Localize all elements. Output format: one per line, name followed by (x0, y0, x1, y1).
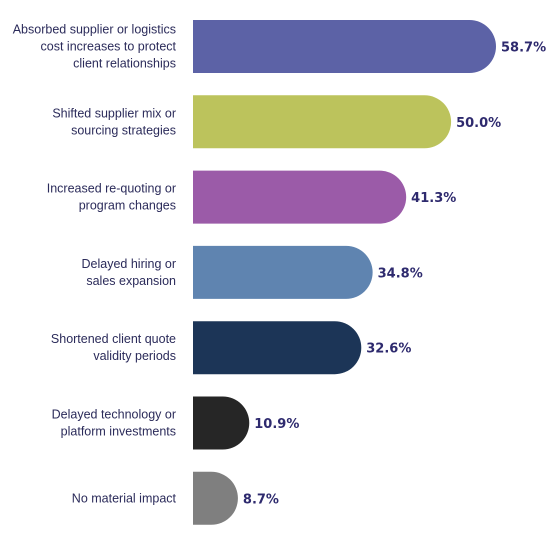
category-label-line: validity periods (93, 349, 176, 363)
category-label-line: Shortened client quote (51, 332, 176, 346)
category-label-line: platform investments (61, 425, 176, 439)
value-label-0: 58.7% (501, 41, 546, 56)
category-label-1: Shifted supplier mix or sourcing strategi… (52, 106, 176, 137)
category-label-line: Absorbed supplier or logistics (13, 23, 176, 37)
category-label-line: cost increases to protect (41, 40, 177, 54)
category-label-3: Delayed hiring or sales expansion (82, 257, 177, 288)
value-label-2: 41.3% (411, 191, 456, 206)
value-label-4: 32.6% (366, 342, 411, 357)
bar-2 (193, 170, 407, 224)
category-label-4: Shortened client quote validity periods (51, 332, 176, 363)
category-label-line: Delayed hiring or (82, 257, 177, 271)
category-label-6: No material impact (72, 491, 177, 505)
category-label-line: sales expansion (86, 274, 176, 288)
category-label-line: sourcing strategies (71, 123, 176, 137)
value-label-3: 34.8% (378, 266, 423, 281)
bar-0 (193, 20, 497, 73)
value-label-6: 8.7% (243, 492, 279, 507)
category-label-0: Absorbed supplier or logistics cost incre… (13, 23, 177, 71)
category-label-line: Increased re-quoting or (47, 182, 176, 196)
category-label-2: Increased re-quoting or program changes (47, 182, 176, 213)
bar-5 (193, 396, 250, 450)
bar-4 (193, 321, 362, 375)
category-label-5: Delayed technology or platform investment… (52, 408, 176, 439)
category-label-line: client relationships (73, 57, 176, 71)
value-label-5: 10.9% (254, 417, 299, 432)
category-label-line: No material impact (72, 491, 177, 505)
category-label-line: Shifted supplier mix or (52, 106, 176, 120)
category-label-line: program changes (79, 199, 176, 213)
bar-1 (193, 95, 452, 149)
bar-3 (193, 245, 373, 299)
category-label-line: Delayed technology or (52, 408, 176, 422)
value-label-1: 50.0% (456, 116, 501, 131)
bar-6 (193, 471, 238, 525)
